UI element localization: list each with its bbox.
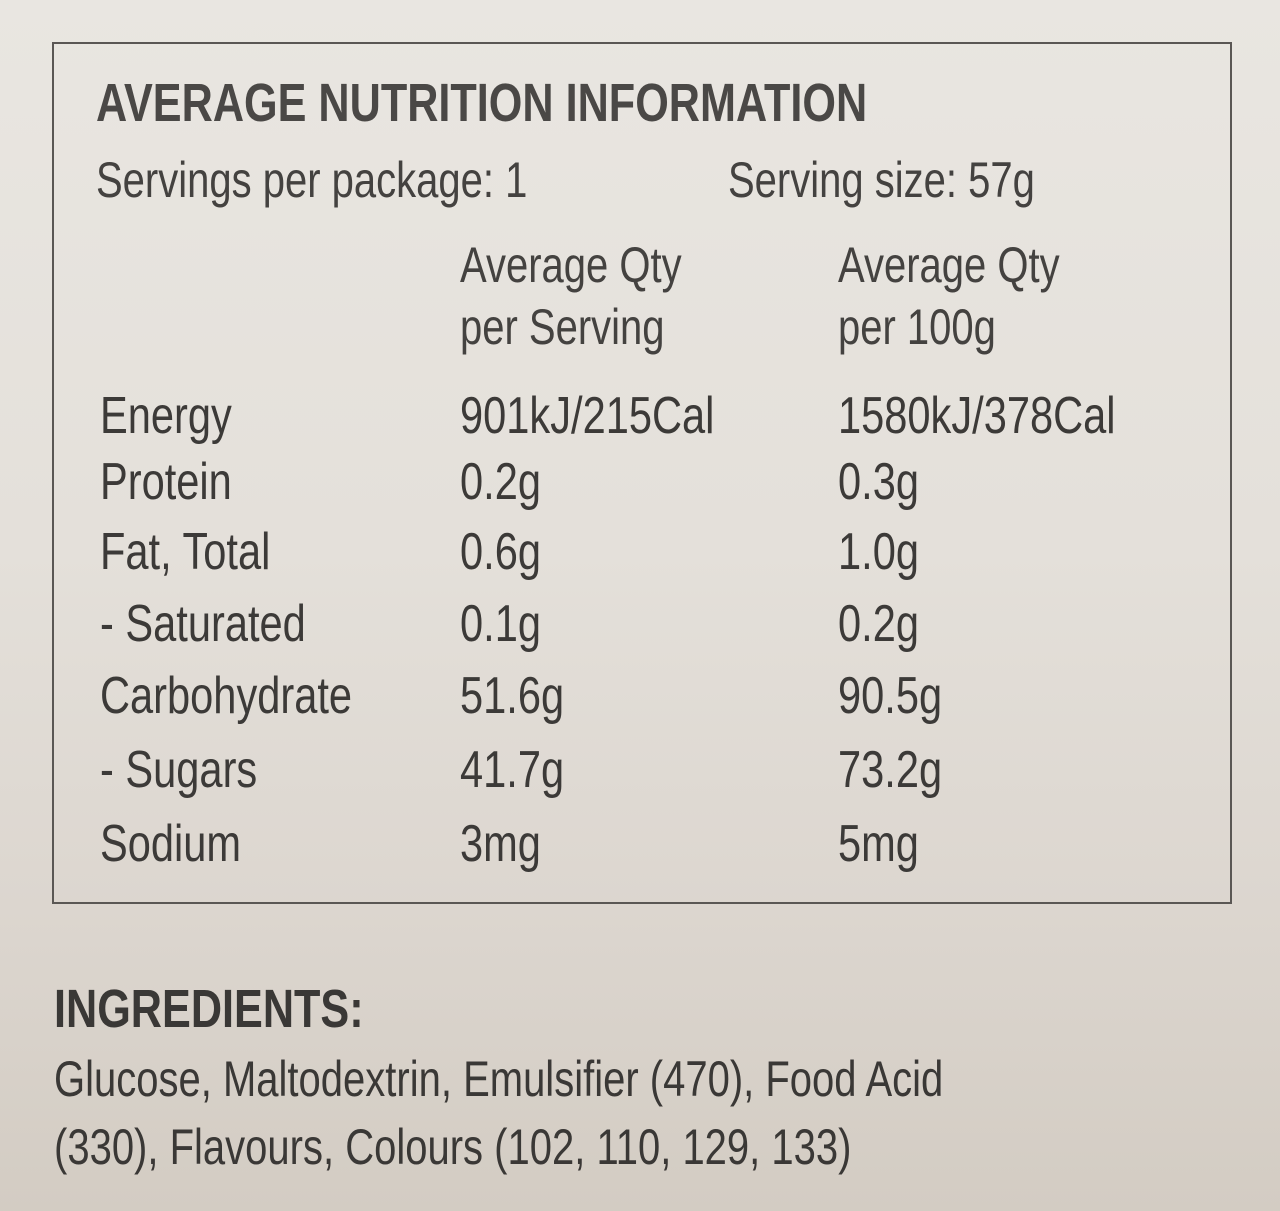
col-header-100g-line1: Average Qty: [838, 237, 1060, 293]
serving-size: Serving size: 57g: [728, 152, 1035, 208]
nutrient-label: Energy: [100, 387, 232, 445]
col-header-100g-line2: per 100g: [838, 299, 996, 355]
nutrient-per-100g: 0.3g: [838, 453, 919, 511]
nutrient-per-100g: 1.0g: [838, 523, 919, 581]
nutrient-per-100g: 0.2g: [838, 595, 919, 653]
nutrient-label: Carbohydrate: [100, 667, 353, 725]
panel-title: AVERAGE NUTRITION INFORMATION: [96, 73, 868, 133]
nutrient-per-100g: 73.2g: [838, 741, 943, 799]
nutrient-per-serving: 41.7g: [460, 741, 565, 799]
ingredients-line: Glucose, Maltodextrin, Emulsifier (470),…: [54, 1051, 944, 1107]
nutrient-label: Protein: [100, 453, 232, 511]
ingredients-line: (330), Flavours, Colours (102, 110, 129,…: [54, 1119, 852, 1175]
nutrient-per-serving: 0.6g: [460, 523, 541, 581]
nutrient-label: - Saturated: [100, 595, 306, 653]
col-header-serving-line2: per Serving: [460, 299, 665, 355]
nutrient-per-100g: 5mg: [838, 815, 919, 873]
nutrition-panel-border: [52, 42, 1232, 904]
nutrient-label: Sodium: [100, 815, 242, 873]
nutrient-per-serving: 0.2g: [460, 453, 541, 511]
nutrient-per-100g: 90.5g: [838, 667, 943, 725]
col-header-serving-line1: Average Qty: [460, 237, 682, 293]
servings-per-package: Servings per package: 1: [96, 152, 528, 208]
nutrient-per-100g: 1580kJ/378Cal: [838, 387, 1116, 445]
nutrient-per-serving: 3mg: [460, 815, 541, 873]
nutrient-per-serving: 0.1g: [460, 595, 541, 653]
ingredients-heading: INGREDIENTS:: [54, 979, 364, 1039]
nutrient-per-serving: 51.6g: [460, 667, 565, 725]
nutrient-label: Fat, Total: [100, 523, 271, 581]
nutrient-label: - Sugars: [100, 741, 258, 799]
nutrient-per-serving: 901kJ/215Cal: [460, 387, 715, 445]
